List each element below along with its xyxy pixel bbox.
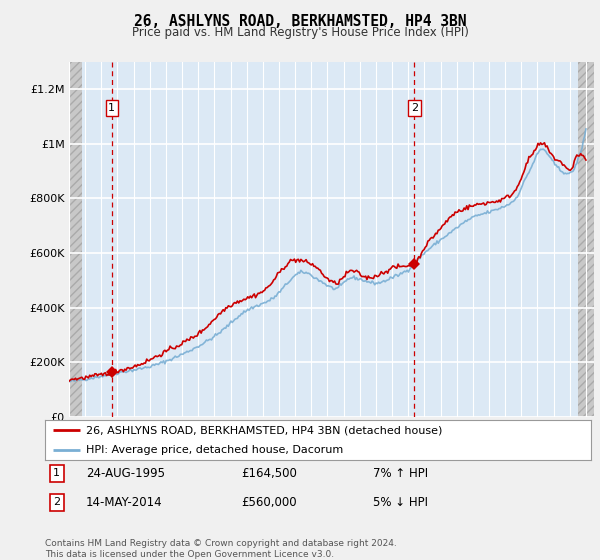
Text: £560,000: £560,000 bbox=[242, 496, 297, 509]
Text: Contains HM Land Registry data © Crown copyright and database right 2024.
This d: Contains HM Land Registry data © Crown c… bbox=[45, 539, 397, 559]
Text: Price paid vs. HM Land Registry's House Price Index (HPI): Price paid vs. HM Land Registry's House … bbox=[131, 26, 469, 39]
Text: 26, ASHLYNS ROAD, BERKHAMSTED, HP4 3BN: 26, ASHLYNS ROAD, BERKHAMSTED, HP4 3BN bbox=[134, 14, 466, 29]
Text: HPI: Average price, detached house, Dacorum: HPI: Average price, detached house, Daco… bbox=[86, 445, 343, 455]
Text: £164,500: £164,500 bbox=[242, 466, 298, 480]
Text: 1: 1 bbox=[109, 103, 115, 113]
Text: 5% ↓ HPI: 5% ↓ HPI bbox=[373, 496, 428, 509]
Text: 24-AUG-1995: 24-AUG-1995 bbox=[86, 466, 165, 480]
Text: 1: 1 bbox=[53, 468, 60, 478]
Text: 2: 2 bbox=[53, 497, 61, 507]
Text: 2: 2 bbox=[410, 103, 418, 113]
Text: 14-MAY-2014: 14-MAY-2014 bbox=[86, 496, 163, 509]
Text: 7% ↑ HPI: 7% ↑ HPI bbox=[373, 466, 428, 480]
Text: 26, ASHLYNS ROAD, BERKHAMSTED, HP4 3BN (detached house): 26, ASHLYNS ROAD, BERKHAMSTED, HP4 3BN (… bbox=[86, 425, 442, 435]
